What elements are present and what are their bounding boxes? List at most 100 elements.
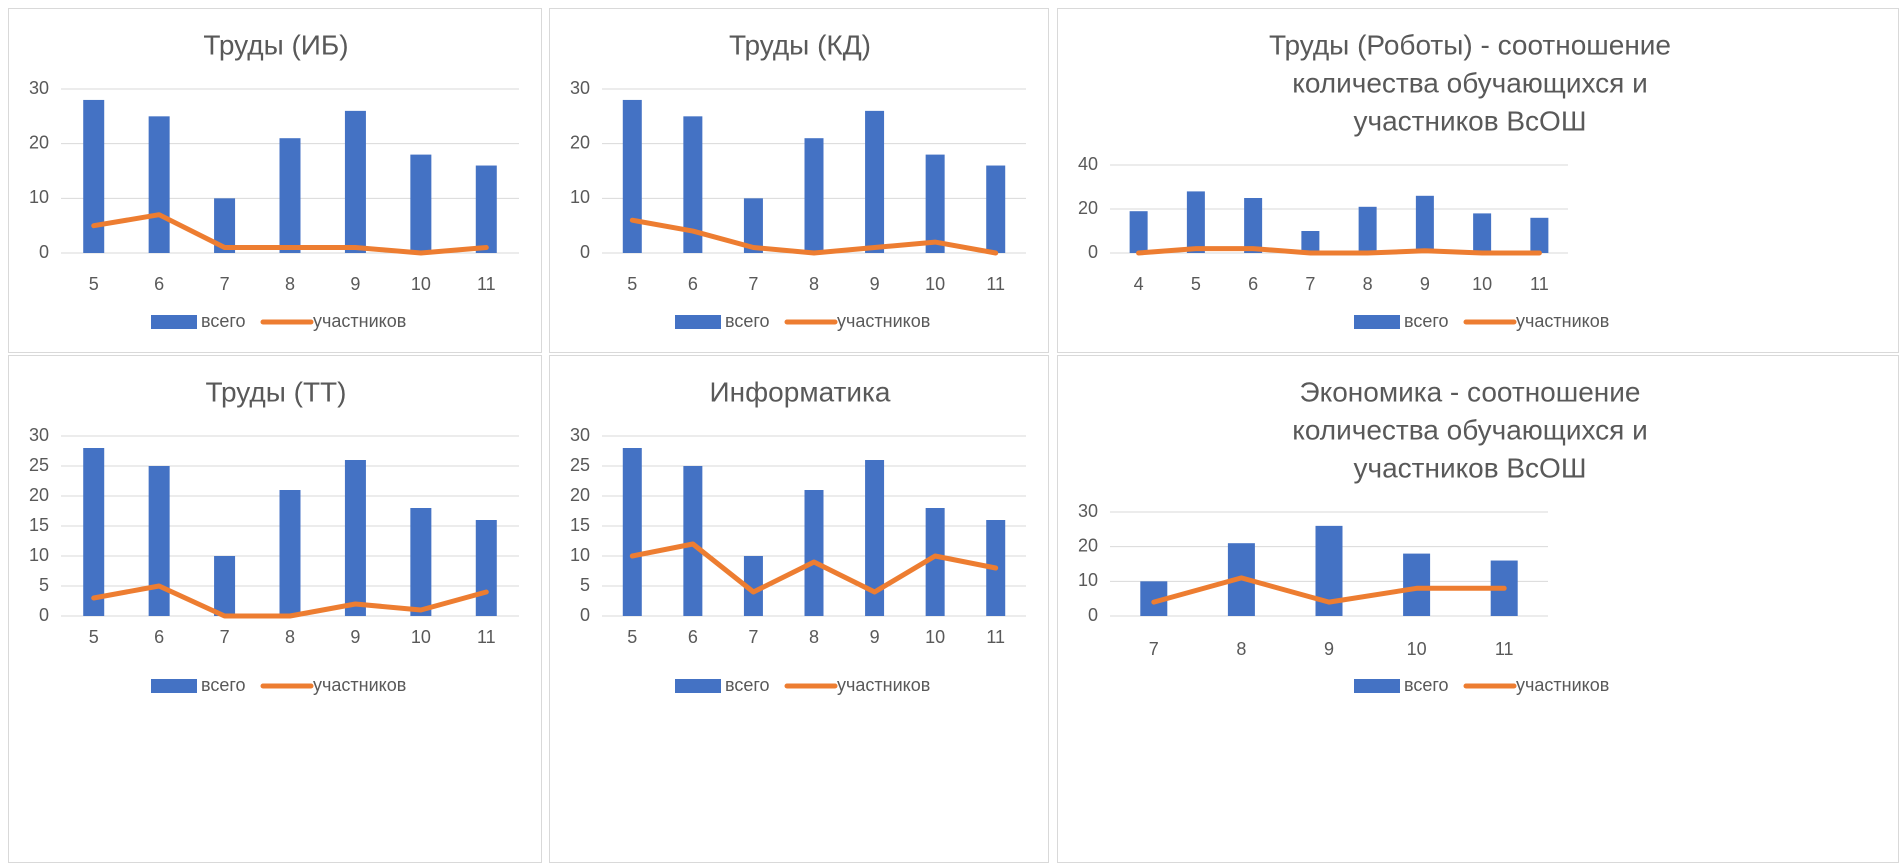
x-tick-label: 6 — [688, 274, 698, 294]
y-tick-label: 0 — [580, 605, 590, 625]
x-tick-label: 10 — [411, 627, 431, 647]
bar — [280, 490, 301, 616]
chart-title-line-1: Труды (Роботы) - соотношение — [1269, 29, 1671, 60]
y-tick-label: 10 — [570, 545, 590, 565]
chart-panel-trudy-roboty: Труды (Роботы) - соотношение количества о… — [1057, 8, 1899, 353]
y-tick-label: 30 — [570, 425, 590, 445]
legend-swatch-bars — [151, 315, 197, 329]
legend-label-bars: всего — [1404, 311, 1449, 331]
legend-label-line: участников — [837, 311, 930, 331]
x-tick-label: 6 — [154, 274, 164, 294]
x-tick-label: 11 — [1530, 274, 1549, 294]
y-tick-label: 25 — [29, 455, 49, 475]
x-tick-label: 8 — [285, 274, 295, 294]
x-tick-label: 8 — [285, 627, 295, 647]
x-tick-label: 7 — [1149, 639, 1159, 659]
x-tick-label: 9 — [1324, 639, 1334, 659]
bar — [1301, 231, 1319, 253]
bar — [623, 448, 642, 616]
y-tick-label: 30 — [29, 78, 49, 98]
bar — [1473, 213, 1491, 253]
bar — [1416, 196, 1434, 253]
y-tick-label: 20 — [570, 132, 590, 152]
x-tick-label: 11 — [477, 627, 496, 647]
bar — [805, 490, 824, 616]
bar — [986, 166, 1005, 253]
y-tick-label: 20 — [1078, 535, 1098, 555]
chart-title: Труды (ТТ) — [206, 376, 347, 407]
y-tick-label: 20 — [29, 132, 49, 152]
bar — [1403, 554, 1430, 616]
y-tick-label: 5 — [39, 575, 49, 595]
x-tick-label: 7 — [748, 627, 758, 647]
bar — [83, 448, 104, 616]
x-tick-label: 7 — [220, 627, 230, 647]
y-tick-label: 10 — [570, 187, 590, 207]
chart-title-line-2: количества обучающихся и — [1292, 414, 1648, 445]
chart-panel-ekonomika: Экономика - соотношение количества обучаю… — [1057, 355, 1899, 863]
bar — [1530, 218, 1548, 253]
bar — [410, 155, 431, 253]
bar — [683, 466, 702, 616]
x-tick-label: 9 — [870, 627, 880, 647]
chart-title-line-2: количества обучающихся и — [1292, 67, 1648, 98]
chart-title-line-3: участников ВсОШ — [1354, 105, 1587, 136]
x-tick-label: 8 — [809, 627, 819, 647]
x-tick-label: 6 — [688, 627, 698, 647]
legend-swatch-bars — [151, 679, 197, 693]
y-tick-label: 15 — [29, 515, 49, 535]
y-tick-label: 20 — [1078, 198, 1098, 218]
x-tick-label: 5 — [627, 627, 637, 647]
x-tick-label: 5 — [627, 274, 637, 294]
x-tick-label: 9 — [1420, 274, 1430, 294]
bar — [345, 460, 366, 616]
bar — [214, 556, 235, 616]
x-tick-label: 6 — [1248, 274, 1258, 294]
x-tick-label: 10 — [925, 274, 945, 294]
x-tick-label: 7 — [1305, 274, 1315, 294]
bar — [1359, 207, 1377, 253]
legend-label-line: участников — [313, 311, 406, 331]
y-tick-label: 0 — [1088, 605, 1098, 625]
y-tick-label: 30 — [29, 425, 49, 445]
bar — [476, 166, 497, 253]
legend-swatch-bars — [1354, 679, 1400, 693]
y-tick-label: 30 — [1078, 501, 1098, 521]
x-tick-label: 9 — [350, 274, 360, 294]
x-tick-label: 8 — [809, 274, 819, 294]
bar — [623, 100, 642, 253]
x-tick-label: 11 — [477, 274, 496, 294]
legend-label-line: участников — [1516, 311, 1609, 331]
chart-title: Труды (КД) — [729, 29, 871, 60]
y-tick-label: 5 — [580, 575, 590, 595]
legend-label-bars: всего — [725, 311, 770, 331]
x-tick-label: 8 — [1363, 274, 1373, 294]
bar — [149, 466, 170, 616]
x-tick-label: 11 — [986, 274, 1005, 294]
chart-title-line-1: Экономика - соотношение — [1300, 376, 1641, 407]
x-tick-label: 10 — [411, 274, 431, 294]
legend-label-bars: всего — [201, 675, 246, 695]
y-tick-label: 40 — [1078, 154, 1098, 174]
x-tick-label: 9 — [350, 627, 360, 647]
x-tick-label: 9 — [870, 274, 880, 294]
bar — [476, 520, 497, 616]
x-tick-label: 5 — [89, 627, 99, 647]
chart-svg: Труды (Роботы) - соотношение количества о… — [1058, 9, 1899, 354]
x-tick-label: 7 — [220, 274, 230, 294]
bar — [83, 100, 104, 253]
x-tick-label: 10 — [1407, 639, 1427, 659]
y-tick-label: 0 — [580, 242, 590, 262]
x-tick-label: 11 — [986, 627, 1005, 647]
bar — [1130, 211, 1148, 253]
chart-title: Труды (ИБ) — [203, 29, 348, 60]
y-tick-label: 10 — [29, 187, 49, 207]
x-tick-label: 6 — [154, 627, 164, 647]
